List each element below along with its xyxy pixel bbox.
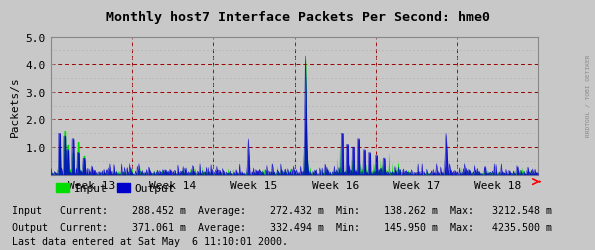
Text: Last data entered at Sat May  6 11:10:01 2000.: Last data entered at Sat May 6 11:10:01 … (12, 236, 288, 246)
Text: Output  Current:    371.061 m  Average:    332.494 m  Min:    145.950 m  Max:   : Output Current: 371.061 m Average: 332.4… (12, 222, 552, 232)
Text: Monthly host7 Interface Packets Per Second: hme0: Monthly host7 Interface Packets Per Seco… (105, 11, 490, 24)
Y-axis label: Packets/s: Packets/s (10, 76, 20, 136)
Text: Input   Current:    288.452 m  Average:    272.432 m  Min:    138.262 m  Max:   : Input Current: 288.452 m Average: 272.43… (12, 205, 552, 215)
Text: RRDTOOL / TOBI OETIKER: RRDTOOL / TOBI OETIKER (586, 54, 591, 136)
Legend: Input, Output: Input, Output (56, 183, 175, 194)
